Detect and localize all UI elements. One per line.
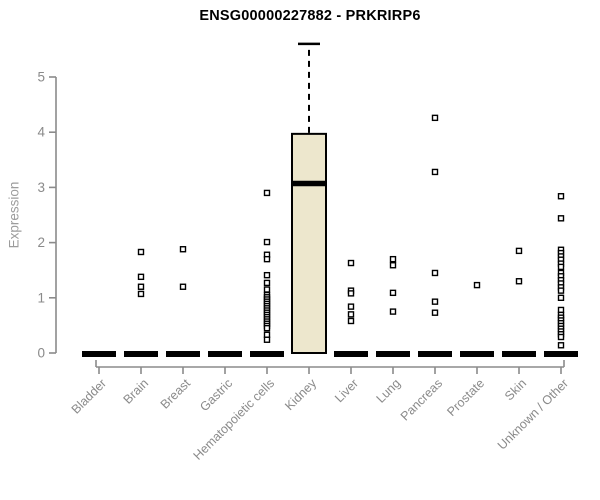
data-point: [431, 269, 439, 277]
data-point: [431, 309, 439, 316]
data-point: [515, 247, 523, 255]
data-point: [431, 114, 439, 122]
data-point: [557, 342, 565, 349]
data-point: [347, 259, 355, 267]
data-point: [347, 311, 355, 318]
data-point: [263, 279, 271, 287]
data-point: [263, 189, 271, 197]
data-point: [137, 248, 145, 256]
chart-title: ENSG00000227882 - PRKRIRP6: [199, 8, 421, 24]
data-point: [557, 263, 565, 271]
y-tick-label: 1: [37, 290, 45, 305]
data-point: [179, 246, 187, 253]
data-point: [557, 193, 565, 200]
data-point: [557, 287, 565, 294]
category-label: Lung: [374, 376, 404, 406]
category-label: Prostate: [444, 376, 487, 419]
category-label: Unknown / Other: [495, 376, 571, 452]
data-point: [263, 331, 271, 338]
category-label: Bladder: [69, 376, 109, 416]
category-label: Gastric: [197, 376, 235, 414]
data-point: [431, 168, 439, 176]
data-point: [137, 283, 145, 290]
data-point: [179, 283, 187, 290]
box: [291, 132, 327, 354]
data-point: [137, 273, 145, 281]
data-point: [347, 317, 355, 325]
data-point: [515, 278, 523, 285]
data-point: [263, 286, 271, 293]
data-point: [263, 324, 271, 332]
data-point: [389, 308, 397, 315]
data-point: [473, 281, 481, 289]
data-point: [389, 262, 397, 269]
y-tick-label: 5: [37, 70, 45, 85]
category-label: Hematopoietic cells: [191, 376, 278, 463]
category-label: Liver: [332, 376, 361, 405]
data-point: [557, 306, 565, 314]
data-point: [263, 238, 271, 246]
y-tick-label: 4: [37, 125, 45, 140]
category-label: Kidney: [282, 376, 319, 413]
data-point: [263, 255, 271, 263]
y-tick-label: 3: [37, 180, 45, 195]
data-point: [347, 290, 355, 297]
y-tick-label: 0: [37, 346, 45, 361]
data-point: [263, 271, 271, 279]
data-point: [389, 255, 397, 263]
data-point: [137, 290, 145, 298]
data-point: [557, 215, 565, 222]
category-label: Breast: [158, 376, 194, 412]
y-tick-label: 2: [37, 235, 45, 250]
data-point: [557, 294, 565, 301]
category-label: Pancreas: [398, 376, 445, 423]
data-point: [431, 298, 439, 305]
data-point: [347, 303, 355, 310]
category-label: Brain: [121, 376, 152, 407]
category-label: Skin: [502, 376, 529, 403]
data-point: [389, 289, 397, 297]
data-point: [557, 333, 565, 341]
data-point: [263, 336, 271, 343]
